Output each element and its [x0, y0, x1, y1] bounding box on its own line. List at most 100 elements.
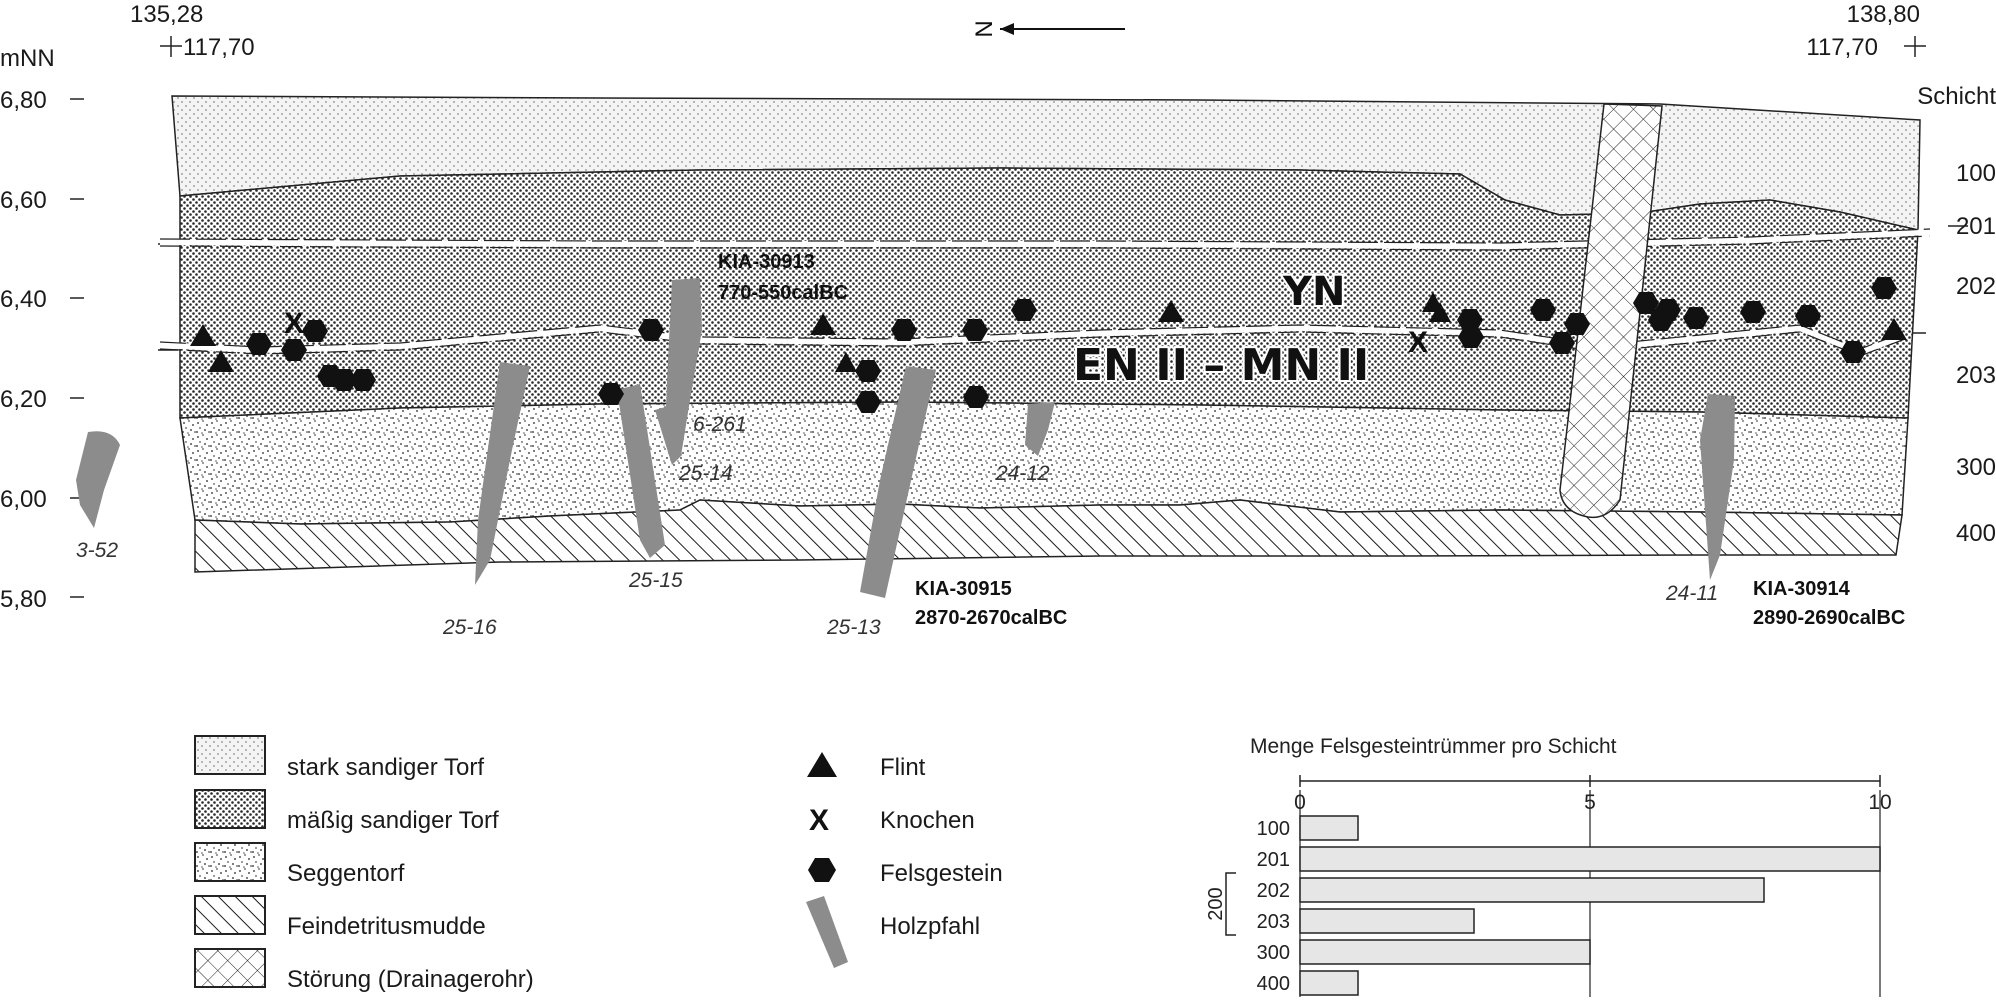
flint-icon	[835, 352, 857, 372]
post-25-16	[475, 362, 530, 585]
right-cross-icon	[1904, 36, 1926, 57]
rock-icon	[1871, 277, 1897, 299]
post-24-12	[1025, 402, 1055, 456]
profile	[159, 95, 1931, 573]
layer-label: 202	[1956, 273, 1996, 300]
bar	[1299, 970, 1359, 996]
category-label: 400	[1257, 973, 1290, 995]
rock-icon	[1011, 299, 1037, 321]
bar	[1299, 877, 1765, 903]
boundary-201	[159, 229, 1931, 250]
left-easting: 135,28	[130, 1, 203, 28]
category-label: 100	[1257, 818, 1290, 840]
swatch-light-dots	[194, 735, 266, 775]
boundary-203	[159, 324, 1907, 356]
group-bracket: 200	[1205, 872, 1236, 936]
flint-icon	[810, 313, 836, 335]
date-range: 2890-2690calBC	[1753, 607, 1905, 629]
left-cross-icon	[160, 36, 182, 57]
y-tick-label: 6,00	[0, 486, 47, 513]
post-25-14	[655, 405, 682, 465]
layer-label: 400	[1956, 520, 1996, 547]
rock-icon	[638, 319, 664, 341]
category-label: 203	[1257, 911, 1290, 933]
layer-header: Schicht	[1917, 83, 1996, 110]
date-kia-30913: KIA-30913 770-550calBC	[718, 251, 848, 304]
post-label: 25-14	[678, 462, 733, 485]
y-axis: 6,80 6,60 6,40 6,20 6,00 5,80	[0, 87, 84, 613]
post-label: 6-261	[693, 413, 747, 436]
bars	[1299, 815, 1881, 996]
right-easting: 138,80	[1847, 1, 1920, 28]
rock-icon	[855, 391, 881, 413]
bar	[1299, 908, 1475, 934]
post-label: 25-15	[628, 569, 683, 592]
date-lab: KIA-30914	[1753, 578, 1851, 600]
rock-icon	[1458, 326, 1484, 348]
y-tick-label: 6,80	[0, 87, 47, 114]
post-6-261	[665, 278, 702, 456]
post-icon	[806, 896, 848, 968]
finds: X X	[190, 277, 1907, 413]
rock-icon	[598, 383, 624, 405]
rock-icon	[246, 333, 272, 355]
date-kia-30915: KIA-30915 2870-2670calBC	[915, 578, 1067, 629]
bar	[1299, 939, 1591, 965]
rock-icon	[891, 319, 917, 341]
legend-label: Holzpfahl	[880, 913, 980, 940]
post-label: 25-16	[442, 616, 497, 639]
post-25-13	[860, 366, 936, 598]
post-3-52	[76, 431, 120, 528]
bone-icon: X	[1408, 326, 1428, 359]
chart-title: Menge Felsgesteintrümmer pro Schicht	[1250, 735, 1617, 758]
right-northing: 117,70	[1806, 34, 1878, 61]
rock-icon	[962, 319, 988, 341]
bone-icon: X	[284, 307, 304, 340]
rock-icon	[1549, 332, 1575, 354]
post-24-11	[1700, 394, 1735, 580]
x-axis: 0 5 10	[1294, 775, 1892, 814]
y-tick-label: 6,20	[0, 386, 47, 413]
rock-icon	[302, 320, 328, 342]
flint-icon	[1158, 300, 1184, 322]
post-label: 24-12	[995, 462, 1050, 485]
legend-label: Knochen	[880, 807, 975, 834]
post-25-15	[617, 384, 665, 558]
date-kia-30914: KIA-30914 2890-2690calBC	[1753, 578, 1905, 629]
left-northing: 117,70	[183, 34, 255, 61]
legend-label: mäßig sandiger Torf	[287, 807, 499, 834]
swatch-crosshatch	[194, 948, 266, 988]
legend-fills: stark sandiger Torf mäßig sandiger Torf …	[194, 735, 534, 993]
post-label: 3-52	[76, 539, 118, 562]
swatch-dense-dots	[194, 789, 266, 829]
legend-label: Störung (Drainagerohr)	[287, 966, 534, 993]
bar	[1299, 815, 1359, 841]
rock-icon	[281, 339, 307, 361]
date-lab: KIA-30913	[718, 251, 815, 273]
y-tick-label: 6,60	[0, 187, 47, 214]
category-label: 300	[1257, 942, 1290, 964]
date-range: 770-550calBC	[718, 282, 848, 304]
y-tick-label: 5,80	[0, 586, 47, 613]
layer-labels: 100 201 202 203 300 400	[158, 160, 1996, 547]
rock-icon	[1648, 309, 1674, 331]
post-label: 24-11	[1665, 582, 1718, 605]
layer-label: 300	[1956, 454, 1996, 481]
rock-icon	[855, 360, 881, 382]
date-lab: KIA-30915	[915, 578, 1012, 600]
swatch-stipple	[194, 842, 266, 882]
rock-icon	[1564, 313, 1590, 335]
legend-label: Flint	[880, 754, 926, 781]
rock-icon	[1840, 341, 1866, 363]
swatch-hatch	[194, 895, 266, 935]
flint-icon	[190, 324, 216, 346]
legend-symbols: Flint X Knochen Felsgestein Holzpfahl	[806, 752, 1003, 968]
flint-icon	[208, 350, 234, 372]
legend-label: Felsgestein	[880, 860, 1003, 887]
layer-label: 100	[1956, 160, 1996, 187]
period-en-mn-label: EN II – MN II	[1073, 340, 1369, 391]
hexagon-icon	[808, 858, 836, 882]
bar	[1299, 846, 1881, 872]
legend-label: Seggentorf	[287, 860, 405, 887]
group-label: 200	[1205, 887, 1227, 920]
